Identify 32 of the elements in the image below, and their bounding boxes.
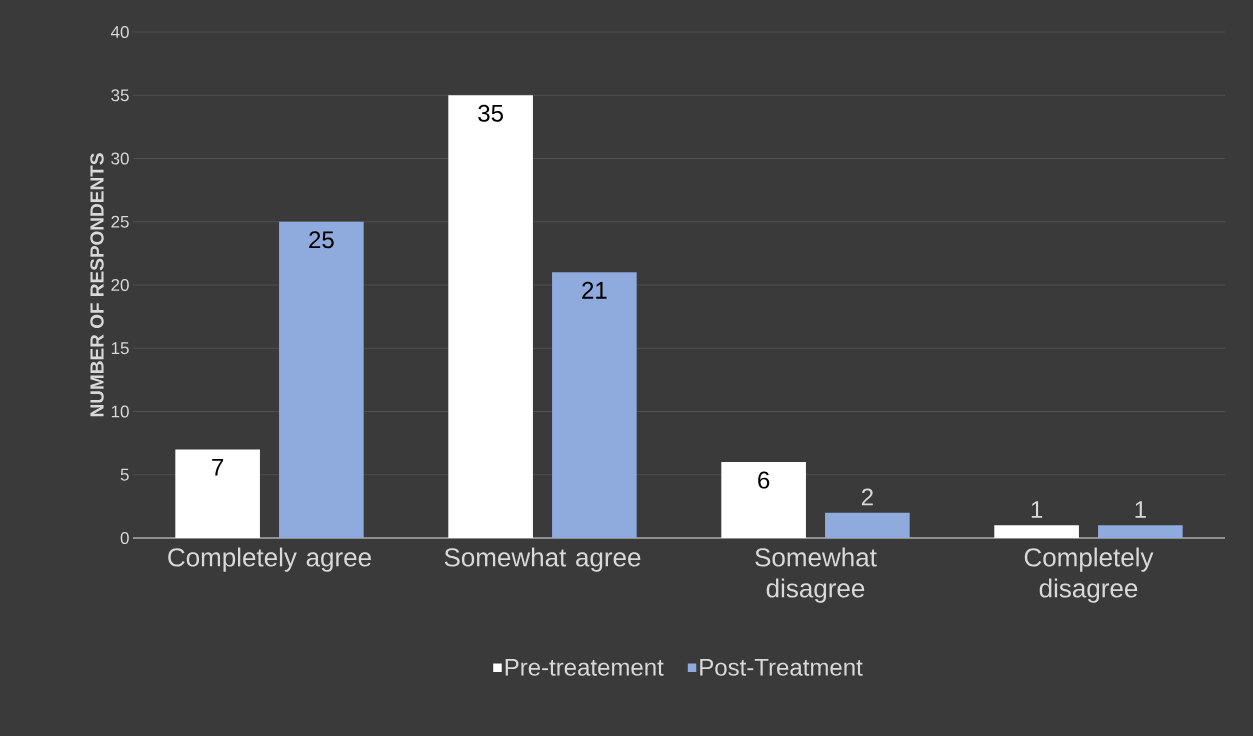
- legend-label: Post-Treatment: [700, 659, 863, 676]
- data-label: 21: [582, 281, 607, 299]
- x-tick-label: Somewhat agree: [444, 547, 641, 572]
- data-label: 7: [212, 458, 224, 476]
- y-tick-label: 20: [111, 278, 129, 292]
- y-tick-label: 35: [111, 89, 129, 102]
- y-tick-label: 5: [120, 468, 129, 481]
- bar: [552, 272, 637, 538]
- bar: [448, 95, 533, 538]
- bar: [1098, 525, 1183, 538]
- bar: [175, 449, 260, 538]
- data-label: 6: [758, 471, 770, 489]
- bar: [825, 512, 910, 538]
- data-label: 25: [309, 231, 334, 249]
- x-tick-label: Completely agree: [168, 547, 371, 572]
- y-tick-label: 40: [110, 25, 129, 39]
- y-axis-title: NUMBER OF RESPONDENTS: [90, 153, 104, 417]
- data-label: 2: [861, 488, 873, 506]
- data-label: 35: [478, 104, 503, 122]
- x-tick-label: Completely disagree: [1024, 547, 1154, 603]
- y-tick-label: 30: [111, 152, 129, 165]
- y-tick-label: 10: [111, 405, 129, 418]
- legend-label: Pre-treatement: [505, 659, 664, 676]
- data-label: 1: [1031, 501, 1043, 518]
- bar: [994, 525, 1079, 538]
- data-label: 1: [1135, 501, 1146, 518]
- x-tick-label: Somewhat disagree: [755, 547, 877, 603]
- bar: [721, 462, 806, 538]
- y-tick-label: 25: [111, 215, 129, 228]
- y-tick-label: 0: [120, 531, 129, 545]
- y-tick-label: 15: [111, 342, 129, 355]
- bar: [279, 221, 364, 538]
